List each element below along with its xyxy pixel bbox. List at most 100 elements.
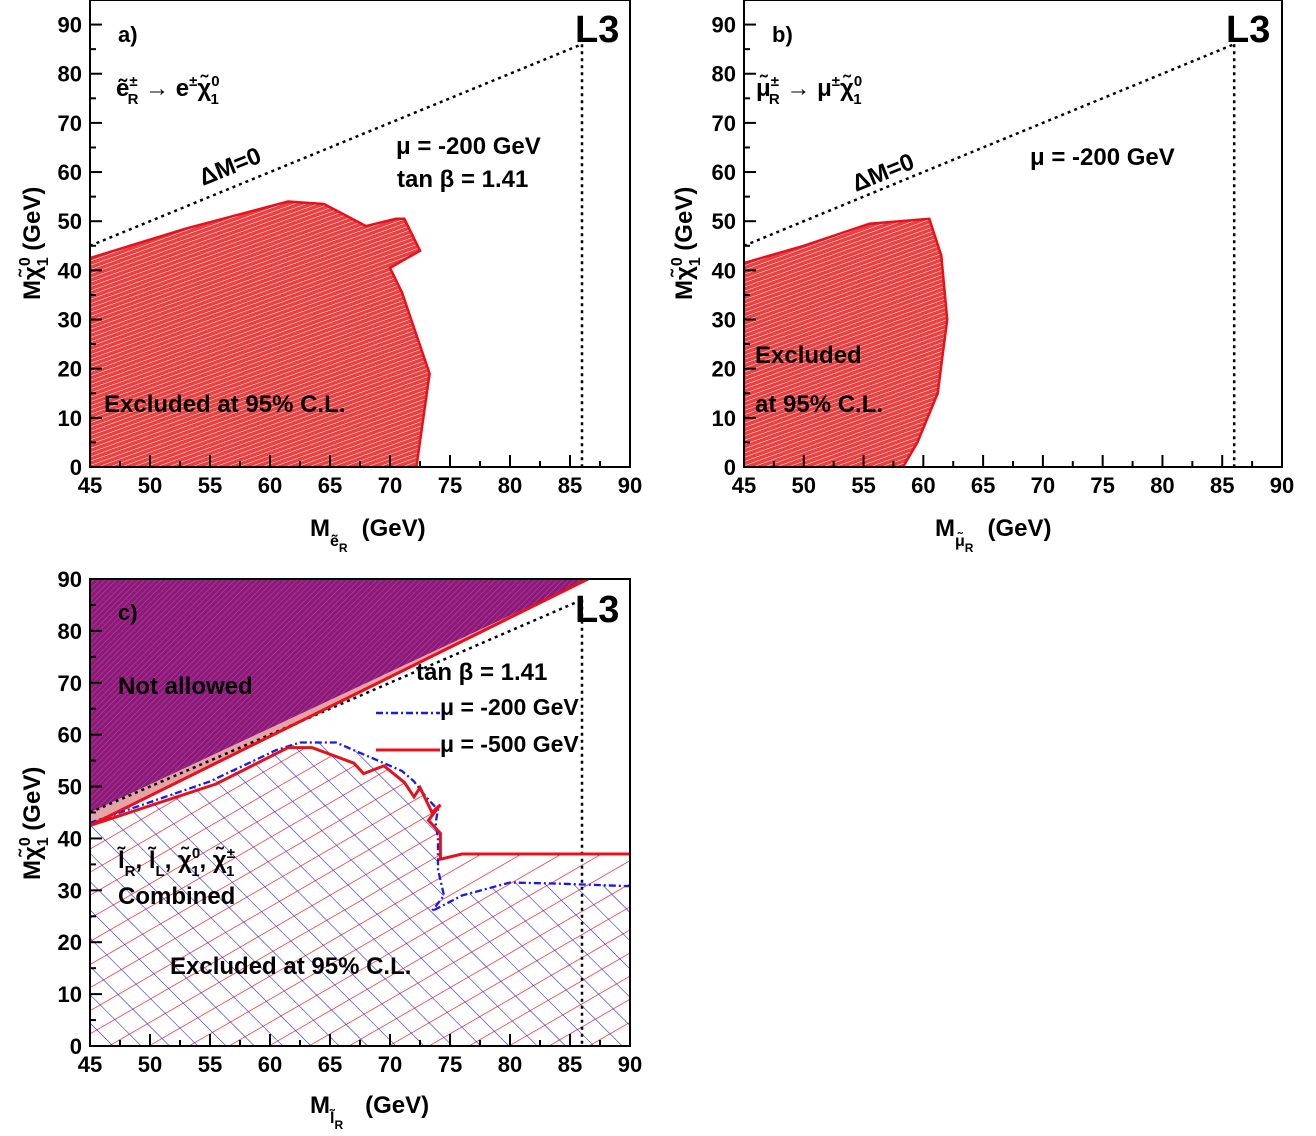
x-tick-label: 55 [198,473,222,498]
plot-frame [89,0,631,468]
combined-label: Combined [118,883,235,910]
svg-text:Mχ̃01 (GeV): Mχ̃01 (GeV) [17,187,52,300]
panel-a: 45 50 55 60 65 70 75 80 85 900102030405060708090 … [17,0,642,555]
y-tick-label: 80 [58,62,82,87]
legend: μ = -200 GeV μ = -500 GeV [376,694,579,757]
experiment-label: L3 [575,589,619,631]
x-tick-label: 70 [1031,473,1055,498]
x-tick-label: 90 [618,1052,642,1077]
y-tick-label: 60 [58,723,82,748]
y-axis-title: Mχ̃01 (GeV) [17,187,52,300]
y-tick-label: 30 [58,878,82,903]
y-tick-label: 50 [58,209,82,234]
x-tick-label: 90 [618,473,642,498]
x-tick-label: 45 [78,473,102,498]
x-tick-label: 60 [258,1052,282,1077]
excluded-label: Excluded at 95% C.L. [170,953,411,980]
panel-label: b) [772,22,793,47]
y-tick-label: 30 [712,308,736,333]
y-tick-label: 80 [712,62,736,87]
x-tick-label: 55 [198,1052,222,1077]
y-tick-label: 20 [712,357,736,382]
delta-m-label: ΔM=0 [848,148,918,197]
not-allowed-edge [90,579,589,827]
x-tick-label: 50 [792,473,816,498]
kinematic-limit-line [90,43,583,247]
x-tick-label: 70 [378,1052,402,1077]
tanbeta-annotation: tan β = 1.41 [416,659,547,686]
experiment-label: L3 [575,9,619,51]
y-axis-title: Mχ̃01 (GeV) [669,187,704,300]
y-tick-label: 40 [58,826,82,851]
x-tick-label: 45 [78,1052,102,1077]
y-tick-label: 60 [58,160,82,185]
not-allowed-label: Not allowed [118,673,253,700]
x-tick-label: 60 [258,473,282,498]
mu-annotation: μ = -200 GeV [1030,144,1175,171]
y-tick-label: 0 [70,455,82,480]
y-tick-label: 90 [58,567,82,592]
combined-particles-label: l̃R, l̃L, χ̃0 1, χ̃± 1 [117,845,235,880]
svg-text:Mχ̃01 (GeV): Mχ̃01 (GeV) [17,767,52,880]
x-tick-label: 65 [318,1052,342,1077]
x-tick-label: 85 [558,473,582,498]
y-tick-label: 30 [58,308,82,333]
x-axis-title: MẽR(GeV) [310,515,426,555]
axes: 45 50 55 60 65 70 75 80 85 90 0 10 20 30 40 50 60 70 80 90 [58,567,643,1077]
y-tick-label: 40 [712,258,736,283]
plot-frame [743,0,1283,468]
y-tick-label: 50 [58,775,82,800]
kinematic-limit-line [90,598,583,814]
y-tick-label: 90 [58,13,82,38]
x-tick-label: 85 [1210,473,1234,498]
x-tick-label: 50 [138,1052,162,1077]
y-tick-label: 10 [58,982,82,1007]
process-label: ẽ± R → e±χ̃0 1 [116,73,220,108]
delta-m-label: ΔM=0 [195,142,265,191]
x-tick-label: 85 [558,1052,582,1077]
x-tick-label: 75 [438,1052,462,1077]
x-tick-label: 70 [378,473,402,498]
x-tick-label: 80 [498,1052,522,1077]
panel-label: a) [118,22,138,47]
svg-text:MẽR(GeV): MẽR(GeV) [310,515,426,555]
y-axis-title: Mχ̃01 (GeV) [17,767,52,880]
svg-text:Mχ̃01 (GeV): Mχ̃01 (GeV) [669,187,704,300]
axes: 45 50 55 60 65 70 75 80 85 90 0 10 20 30 40 50 60 70 80 90 [58,0,642,498]
x-tick-label: 60 [911,473,935,498]
legend-label-mu500: μ = -500 GeV [440,731,579,757]
panel-label: c) [118,600,138,625]
process-label: μ̃± R → μ±χ̃0 1 [756,73,862,108]
y-tick-label: 10 [58,406,82,431]
y-tick-label: 50 [712,209,736,234]
y-tick-label: 20 [58,357,82,382]
x-tick-label: 65 [971,473,995,498]
plot-frame [89,578,631,1047]
x-axis-title: Ml̃R(GeV) [310,1092,429,1132]
y-tick-label: 80 [58,619,82,644]
svg-text:Mμ̃R(GeV): Mμ̃R(GeV) [935,515,1051,555]
y-tick-label: 90 [712,13,736,38]
x-tick-label: 50 [138,473,162,498]
y-tick-label: 70 [58,111,82,136]
y-tick-label: 70 [58,671,82,696]
tanbeta-annotation: tan β = 1.41 [397,166,528,193]
x-tick-label: 80 [498,473,522,498]
mu-annotation: μ = -200 GeV [396,133,541,160]
excluded-label-line2: at 95% C.L. [755,391,883,418]
excluded-label-line1: Excluded [755,342,862,369]
x-tick-label: 65 [318,473,342,498]
y-tick-label: 70 [712,111,736,136]
x-tick-label: 55 [851,473,875,498]
panel-b: 45 50 55 60 65 70 75 80 85 900102030405060708090 … [669,0,1294,555]
svg-text:Ml̃R(GeV): Ml̃R(GeV) [310,1092,429,1132]
series-line-mu500 [90,746,630,862]
x-tick-label: 80 [1150,473,1174,498]
excluded-region-mu200 [90,742,630,1046]
excluded-label: Excluded at 95% C.L. [104,391,345,418]
y-tick-label: 0 [724,455,736,480]
x-tick-label: 45 [732,473,756,498]
excluded-region [90,200,431,467]
kinematic-limit-line [744,43,1235,247]
